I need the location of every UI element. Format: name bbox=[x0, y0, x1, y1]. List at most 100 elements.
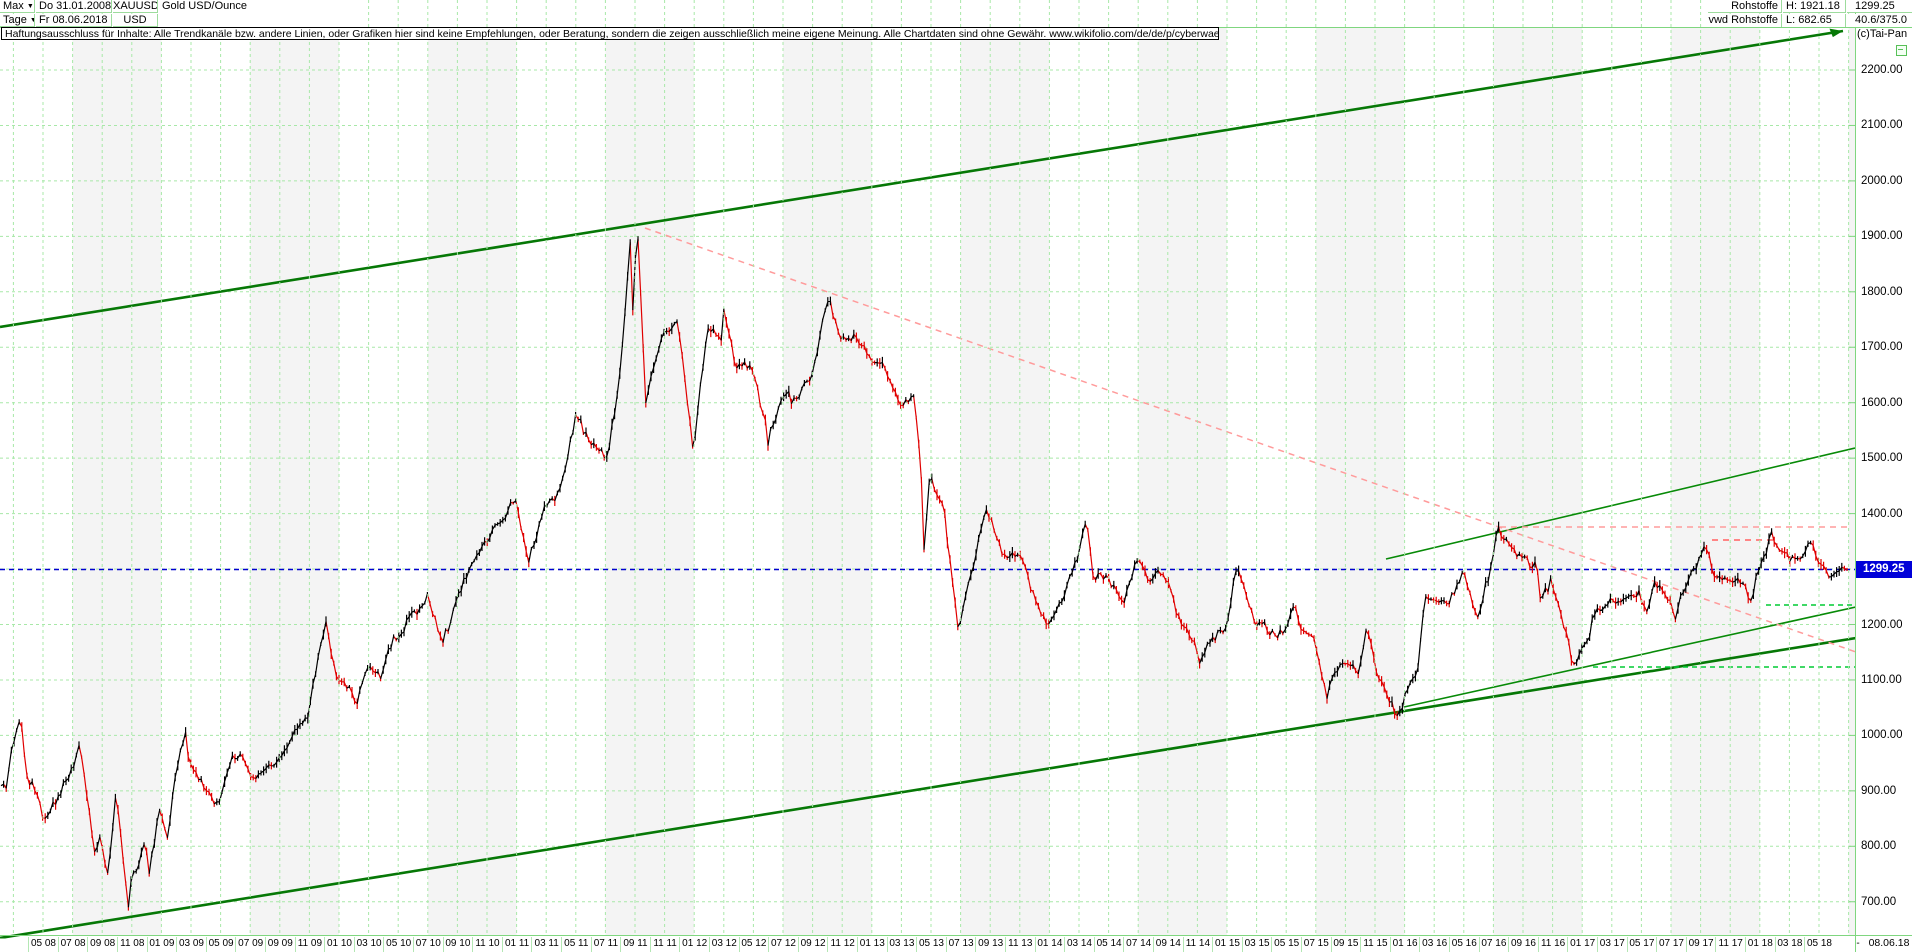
x-axis-label: 03 13 bbox=[886, 937, 917, 952]
y-axis-label: 1600.00 bbox=[1861, 396, 1903, 409]
background-stripe bbox=[1493, 28, 1583, 935]
x-axis-label: 09 16 bbox=[1508, 937, 1538, 952]
y-axis-label: 800.00 bbox=[1861, 840, 1897, 853]
x-axis-label: 09 08 bbox=[87, 937, 117, 952]
y-axis-label: 1200.00 bbox=[1861, 618, 1903, 631]
x-axis-label: 05 10 bbox=[383, 937, 413, 952]
x-axis-label: 09 15 bbox=[1330, 937, 1361, 952]
trendline-arrowhead-icon bbox=[1829, 28, 1843, 38]
background-stripe bbox=[1315, 28, 1405, 935]
background-stripe bbox=[250, 28, 339, 935]
x-axis-label: 09 11 bbox=[620, 937, 650, 952]
last-price-badge: 1299.25 bbox=[1856, 561, 1912, 578]
x-axis-label: 11 17 bbox=[1715, 937, 1745, 952]
x-axis-label: 01 17 bbox=[1567, 937, 1597, 952]
period-dropdown-label: Max bbox=[3, 0, 24, 12]
x-axis-label: 05 11 bbox=[561, 937, 591, 952]
background-stripe bbox=[427, 28, 517, 935]
x-axis-label: 01 16 bbox=[1389, 937, 1420, 952]
background-stripe bbox=[1138, 28, 1227, 935]
x-axis-label: 01 14 bbox=[1034, 937, 1065, 952]
misc-value: 40.6/375.0 bbox=[1847, 14, 1912, 27]
axis-left-border bbox=[1855, 0, 1856, 952]
y-axis-label: 700.00 bbox=[1861, 895, 1897, 908]
collapse-icon[interactable] bbox=[1896, 45, 1907, 56]
x-axis-label: 11 10 bbox=[472, 937, 502, 952]
y-axis-label: 1500.00 bbox=[1861, 452, 1903, 465]
x-axis-label: 11 11 bbox=[649, 937, 680, 952]
period-dropdown[interactable]: Max ▼ bbox=[0, 0, 35, 13]
x-axis-label: 01 12 bbox=[679, 937, 709, 952]
background-stripe bbox=[72, 28, 162, 935]
currency-cell: USD bbox=[113, 14, 158, 27]
price-series-down-bars bbox=[3, 238, 1848, 911]
chevron-down-icon: ▼ bbox=[30, 17, 34, 24]
plot-bottom-border bbox=[0, 935, 1912, 936]
y-axis-label: 2100.00 bbox=[1861, 119, 1903, 132]
upper-channel-line[interactable] bbox=[0, 29, 1844, 329]
x-axis-label: 05 13 bbox=[916, 937, 946, 952]
x-axis-label: 03 14 bbox=[1064, 937, 1094, 952]
x-axis-label: 11 12 bbox=[827, 937, 857, 952]
chart-end-date: Fr 08.06.2018 bbox=[36, 14, 112, 27]
y-axis-label: 900.00 bbox=[1861, 784, 1897, 797]
x-axis-label: 07 12 bbox=[768, 937, 798, 952]
background-stripe bbox=[783, 28, 872, 935]
x-axis-label: 07 08 bbox=[57, 937, 88, 952]
x-axis-label: 11 14 bbox=[1182, 937, 1213, 952]
x-axis-label: 03 09 bbox=[176, 937, 206, 952]
steep-channel-lower[interactable] bbox=[1403, 606, 1856, 708]
x-axis-label: 07 15 bbox=[1301, 937, 1331, 952]
x-axis-label: 05 17 bbox=[1626, 937, 1657, 952]
x-axis-label: 09 10 bbox=[442, 937, 473, 952]
x-axis-end-date: 08.06.18 bbox=[1868, 937, 1910, 949]
x-axis-label: 03 15 bbox=[1241, 937, 1272, 952]
symbol-cell: XAUUSD bbox=[113, 0, 158, 13]
x-axis-label: 11 08 bbox=[117, 937, 147, 952]
chart-start-date: Do 31.01.2008 bbox=[36, 0, 112, 13]
category-cell: Rohstoffe bbox=[1708, 0, 1782, 13]
x-axis-label: 09 14 bbox=[1153, 937, 1183, 952]
x-axis-label: 05 18 bbox=[1804, 937, 1834, 952]
instrument-title: Gold USD/Ounce bbox=[159, 0, 352, 27]
steep-channel-upper[interactable] bbox=[1385, 447, 1855, 560]
x-axis-label: 07 09 bbox=[235, 937, 265, 952]
x-axis-label: 01 18 bbox=[1745, 937, 1775, 952]
x-axis-label: 05 14 bbox=[1093, 937, 1124, 952]
x-axis-label: 05 08 bbox=[28, 937, 58, 952]
x-axis-label: 03 16 bbox=[1419, 937, 1449, 952]
plot-layer bbox=[0, 28, 1856, 939]
x-axis-label: 07 17 bbox=[1656, 937, 1686, 952]
low-value: L: 682.65 bbox=[1783, 14, 1846, 27]
background-stripe bbox=[960, 28, 1050, 935]
price-series-up-bars bbox=[0, 236, 1843, 908]
x-axis-label: 11 13 bbox=[1005, 937, 1035, 952]
high-value: H: 1921.18 bbox=[1783, 0, 1846, 13]
timeframe-dropdown[interactable]: Tage ▼ bbox=[0, 14, 35, 27]
x-axis-label: 03 17 bbox=[1597, 937, 1627, 952]
chevron-down-icon: ▼ bbox=[26, 3, 34, 10]
x-axis-label: 07 14 bbox=[1123, 937, 1153, 952]
x-axis-label: 11 09 bbox=[294, 937, 325, 952]
x-axis-label: 01 15 bbox=[1212, 937, 1242, 952]
x-axis-label: 03 10 bbox=[353, 937, 384, 952]
y-axis-label: 2200.00 bbox=[1861, 64, 1903, 76]
x-axis-label: 11 16 bbox=[1537, 937, 1568, 952]
x-axis-label: 09 13 bbox=[975, 937, 1005, 952]
background-stripe bbox=[605, 28, 695, 935]
disclaimer-annotation[interactable]: Haftungsausschluss für Inhalte: Alle Tre… bbox=[1, 27, 1219, 40]
x-axis-label: 09 12 bbox=[797, 937, 828, 952]
x-axis-label: 07 10 bbox=[413, 937, 443, 952]
y-axis-label: 1100.00 bbox=[1861, 673, 1902, 686]
y-axis-label: 2000.00 bbox=[1861, 174, 1903, 187]
provider-cell: vwd Rohstoffe bbox=[1708, 14, 1782, 27]
x-axis-label: 01 09 bbox=[146, 937, 177, 952]
x-axis-label: 01 13 bbox=[857, 937, 887, 952]
x-axis-label: 03 12 bbox=[709, 937, 739, 952]
y-axis-label: 1800.00 bbox=[1861, 285, 1903, 298]
x-axis-label: 05 15 bbox=[1271, 937, 1301, 952]
x-axis-label: 01 11 bbox=[501, 937, 532, 952]
x-axis-label: 05 12 bbox=[738, 937, 769, 952]
